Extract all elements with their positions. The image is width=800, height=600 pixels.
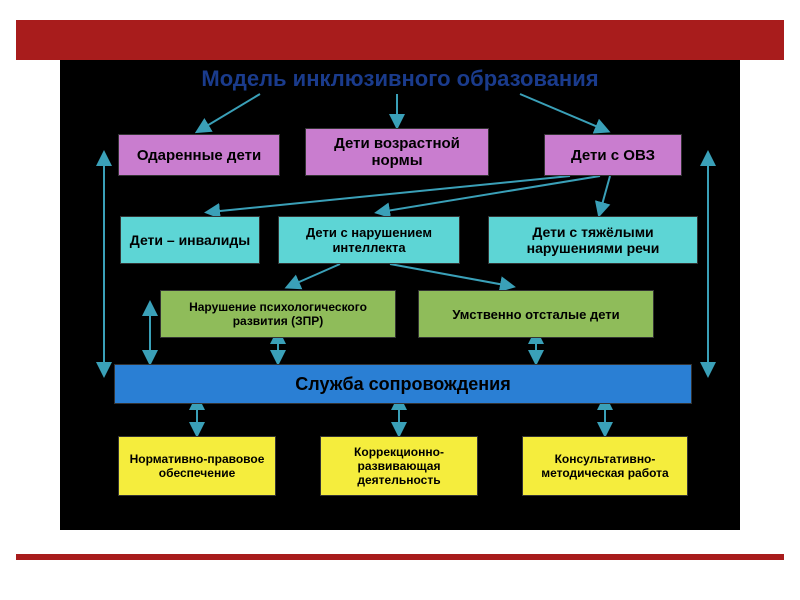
node-speech: Дети с тяжёлыми нарушениями речи (488, 216, 698, 264)
node-age-norm: Дети возрастной нормы (305, 128, 489, 176)
diagram-canvas: Модель инклюзивного образования Одаренны… (60, 60, 740, 530)
node-correction: Коррекционно-развивающая деятельность (320, 436, 478, 496)
node-service: Служба сопровождения (114, 364, 692, 404)
node-disabled: Дети – инвалиды (120, 216, 260, 264)
node-zpr: Нарушение психологического развития (ЗПР… (160, 290, 396, 338)
node-mental: Умственно отсталые дети (418, 290, 654, 338)
node-consult: Консультативно-методическая работа (522, 436, 688, 496)
node-ovz: Дети с ОВЗ (544, 134, 682, 176)
node-gifted: Одаренные дети (118, 134, 280, 176)
node-intellect: Дети с нарушением интеллекта (278, 216, 460, 264)
diagram-title: Модель инклюзивного образования (140, 64, 660, 94)
node-legal: Нормативно-правовое обеспечение (118, 436, 276, 496)
